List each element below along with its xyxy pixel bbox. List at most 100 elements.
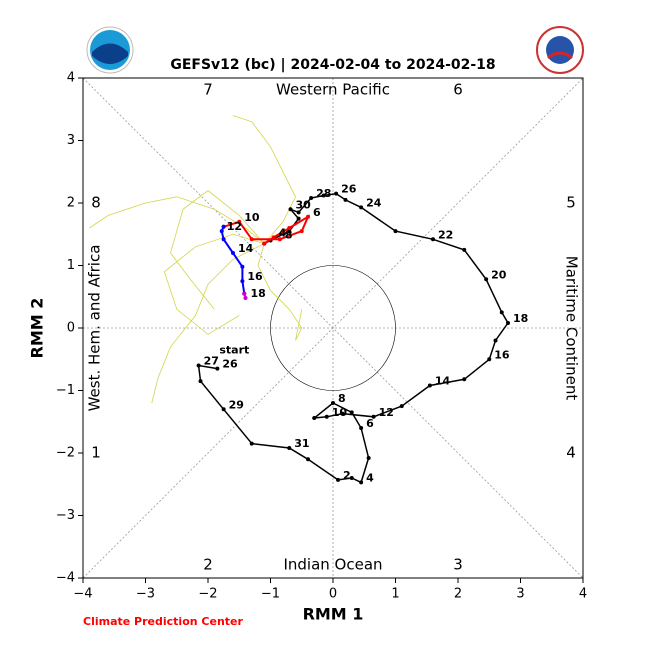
point-label: 10	[244, 211, 260, 224]
y-tick-label: −2	[56, 446, 75, 461]
ensemble-line	[232, 115, 296, 244]
track-point	[262, 241, 267, 246]
track-point	[324, 414, 329, 419]
track-point	[499, 310, 504, 315]
point-label: 27	[204, 355, 219, 368]
point-label: 4	[279, 226, 287, 239]
track-point	[340, 411, 345, 416]
chart-title: GEFSv12 (bc) | 2024-02-04 to 2024-02-18	[170, 57, 495, 73]
region-label: West. Hem. and Africa	[86, 245, 104, 412]
track-point	[393, 229, 398, 234]
track-point	[484, 277, 489, 282]
track-point	[306, 457, 310, 462]
point-label: 4	[366, 471, 374, 484]
phase-label: 2	[203, 556, 213, 574]
phase-label: 6	[453, 81, 463, 99]
y-axis-label: RMM 2	[28, 298, 47, 359]
point-label: 16	[247, 270, 263, 283]
track-point	[359, 205, 364, 210]
y-tick-label: 4	[67, 71, 75, 86]
track-point	[359, 480, 364, 485]
track-point	[221, 407, 226, 412]
track-point	[462, 247, 467, 252]
point-label: 24	[366, 196, 382, 209]
phase-label: 8	[91, 194, 101, 212]
region-label: Indian Ocean	[283, 556, 382, 574]
y-tick-label: 3	[67, 133, 75, 148]
ensemble-line	[170, 189, 265, 310]
track-point	[243, 296, 248, 300]
track-point	[237, 219, 242, 224]
point-label: 16	[494, 348, 510, 361]
phase-label: 1	[91, 444, 101, 462]
y-tick-label: 0	[67, 321, 75, 336]
point-label: 14	[238, 242, 254, 255]
point-label: 26	[341, 183, 357, 196]
point-label: 22	[438, 228, 453, 241]
track-point	[288, 207, 293, 212]
x-tick-label: 0	[329, 587, 337, 602]
track-point	[493, 338, 498, 343]
track-point	[312, 416, 317, 420]
track-point	[242, 291, 247, 296]
track-point	[240, 279, 245, 284]
track-point	[462, 377, 467, 382]
point-label: 18	[251, 287, 266, 300]
phase-label: 5	[566, 194, 576, 212]
track-point	[487, 357, 492, 362]
point-label: 29	[229, 398, 244, 411]
x-tick-label: −4	[73, 587, 92, 602]
footer: Climate Prediction Center	[83, 615, 243, 628]
point-label: 20	[491, 268, 507, 281]
track-point	[221, 224, 226, 229]
track-point	[399, 404, 404, 409]
amplitude-circle	[270, 265, 396, 391]
track-point	[334, 191, 339, 196]
point-label: 6	[366, 417, 374, 430]
track-point	[198, 379, 203, 384]
start-label: start	[219, 344, 249, 357]
point-label: 26	[222, 358, 238, 371]
point-label: 2	[343, 469, 351, 482]
nws-logo	[536, 26, 584, 74]
track-point	[231, 251, 235, 255]
x-tick-label: 3	[516, 587, 524, 602]
track-point	[296, 216, 301, 221]
track-point	[366, 456, 371, 460]
track-point	[371, 414, 376, 419]
x-tick-label: −1	[261, 587, 280, 602]
track-point	[349, 410, 354, 415]
point-label: 10	[332, 406, 348, 419]
point-label: 6	[313, 206, 321, 219]
ensemble-line	[89, 196, 265, 244]
y-tick-label: 1	[67, 258, 75, 273]
x-tick-label: −3	[136, 587, 155, 602]
x-tick-label: −2	[198, 587, 217, 602]
track-point	[249, 237, 254, 242]
phase-label: 3	[453, 556, 463, 574]
point-label: 8	[285, 228, 293, 241]
track-point	[306, 214, 310, 219]
x-tick-label: 2	[454, 587, 462, 602]
phase-label: 4	[566, 444, 576, 462]
track-point	[296, 210, 301, 215]
ensemble-line	[257, 243, 303, 341]
noaa-logo	[86, 26, 134, 74]
phase-label: 7	[203, 81, 213, 99]
ensemble-line	[151, 243, 265, 404]
point-label: 18	[513, 312, 528, 325]
point-label: 12	[227, 220, 242, 233]
track-line	[197, 192, 509, 484]
track-point	[221, 237, 226, 242]
track-point	[359, 426, 364, 430]
track-point	[287, 229, 292, 234]
y-tick-label: −1	[56, 383, 75, 398]
track-point	[287, 446, 292, 450]
track-point	[506, 321, 510, 325]
track-point	[215, 366, 220, 371]
x-tick-label: 1	[391, 587, 399, 602]
track-point	[349, 476, 354, 480]
track-point	[299, 229, 304, 234]
